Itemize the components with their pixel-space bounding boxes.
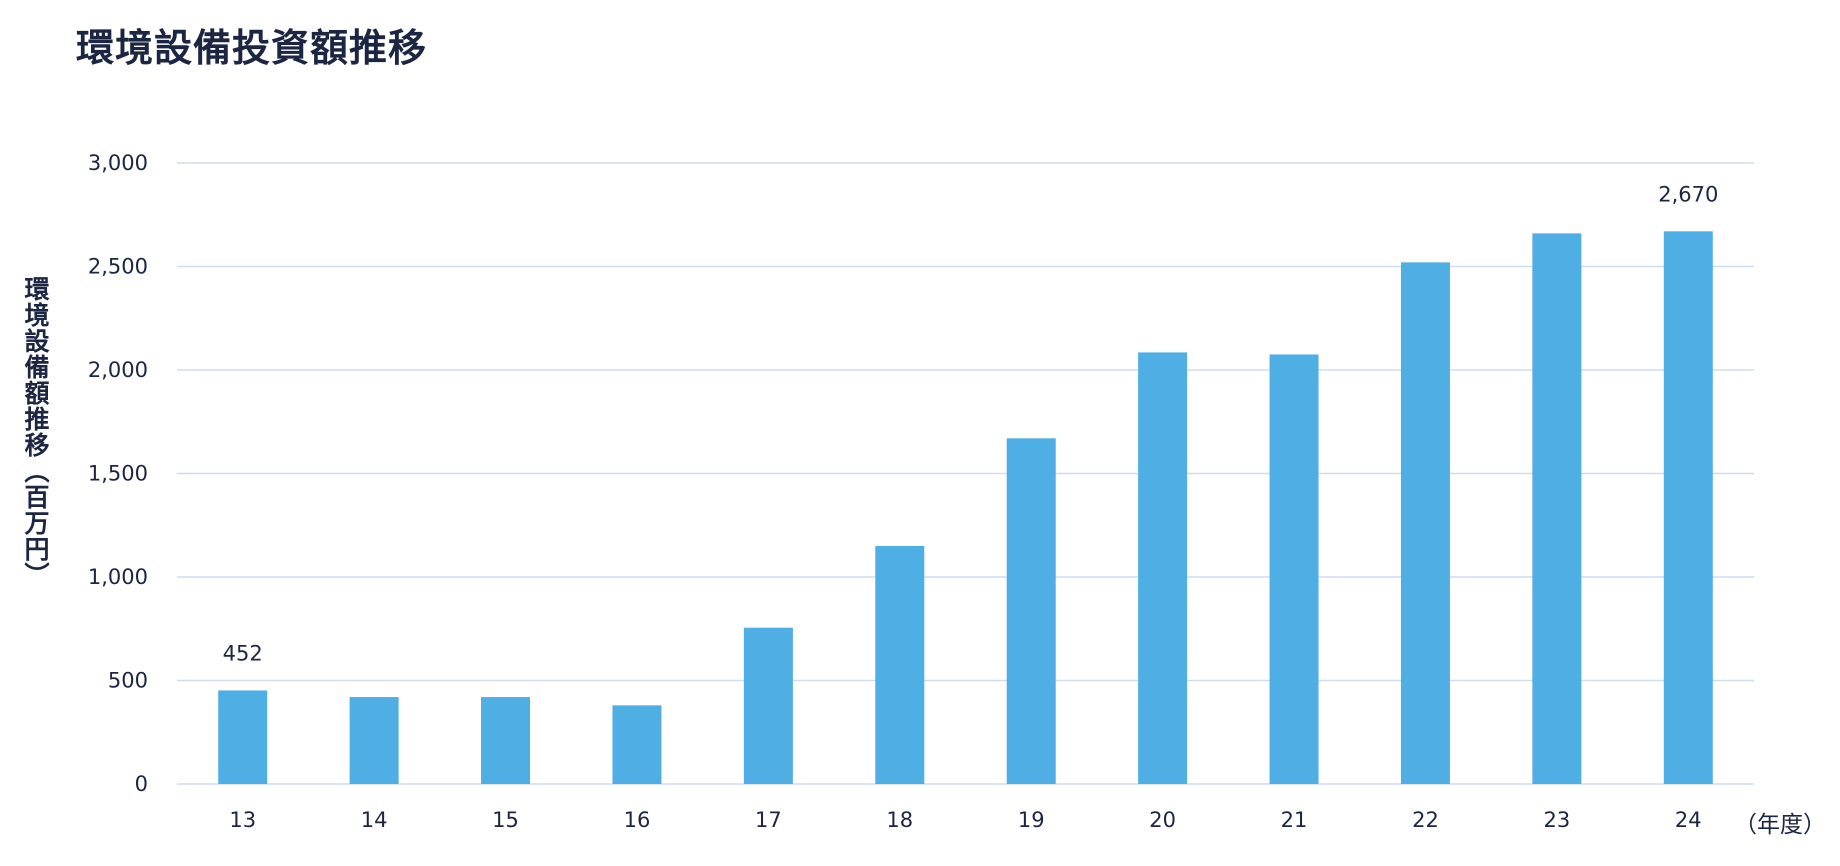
data-label: 2,670 bbox=[1658, 182, 1718, 206]
x-tick-label: 16 bbox=[624, 808, 651, 832]
x-tick-label: 23 bbox=[1544, 808, 1571, 832]
x-tick-label: 19 bbox=[1018, 808, 1045, 832]
bar-23 bbox=[1532, 233, 1582, 784]
y-tick-label: 2,000 bbox=[88, 358, 148, 382]
bar-14 bbox=[349, 697, 399, 784]
y-tick-labels: 0 500 1,000 1,500 2,000 2,500 3,000 bbox=[88, 151, 148, 796]
bar-19 bbox=[1006, 438, 1056, 784]
x-tick-label: 17 bbox=[755, 808, 782, 832]
x-tick-labels: 13 14 15 16 17 18 19 20 21 22 23 24 bbox=[229, 808, 1701, 832]
y-tick-label: 1,000 bbox=[88, 565, 148, 589]
y-tick-label: 0 bbox=[135, 772, 148, 796]
chart-title: 環境設備投資額推移 bbox=[76, 26, 428, 70]
data-label: 452 bbox=[223, 641, 263, 665]
x-tick-label: 20 bbox=[1149, 808, 1176, 832]
y-tick-label: 1,500 bbox=[88, 462, 148, 486]
x-tick-label: 14 bbox=[361, 808, 388, 832]
bar-16 bbox=[612, 705, 662, 784]
x-tick-label: 18 bbox=[886, 808, 913, 832]
bars bbox=[218, 231, 1713, 784]
data-labels: 452 2,670 bbox=[223, 182, 1719, 665]
bar-24 bbox=[1663, 231, 1713, 784]
bar-18 bbox=[875, 545, 925, 784]
bar-22 bbox=[1400, 262, 1450, 784]
bar-21 bbox=[1269, 354, 1319, 784]
x-tick-label: 13 bbox=[229, 808, 256, 832]
bar-13 bbox=[218, 690, 268, 784]
x-tick-label: 22 bbox=[1412, 808, 1439, 832]
gridlines bbox=[177, 162, 1754, 785]
y-tick-label: 3,000 bbox=[88, 151, 148, 175]
x-tick-label: 21 bbox=[1281, 808, 1308, 832]
y-tick-label: 500 bbox=[108, 669, 148, 693]
x-axis-unit-label: （年度） bbox=[1734, 812, 1826, 838]
y-tick-label: 2,500 bbox=[88, 255, 148, 279]
x-tick-label: 15 bbox=[492, 808, 519, 832]
bar-17 bbox=[743, 627, 793, 784]
bar-20 bbox=[1138, 352, 1188, 784]
x-tick-label: 24 bbox=[1675, 808, 1702, 832]
bar-15 bbox=[481, 697, 531, 784]
y-axis-label: 環境設備額推移（百万円） bbox=[21, 276, 50, 588]
